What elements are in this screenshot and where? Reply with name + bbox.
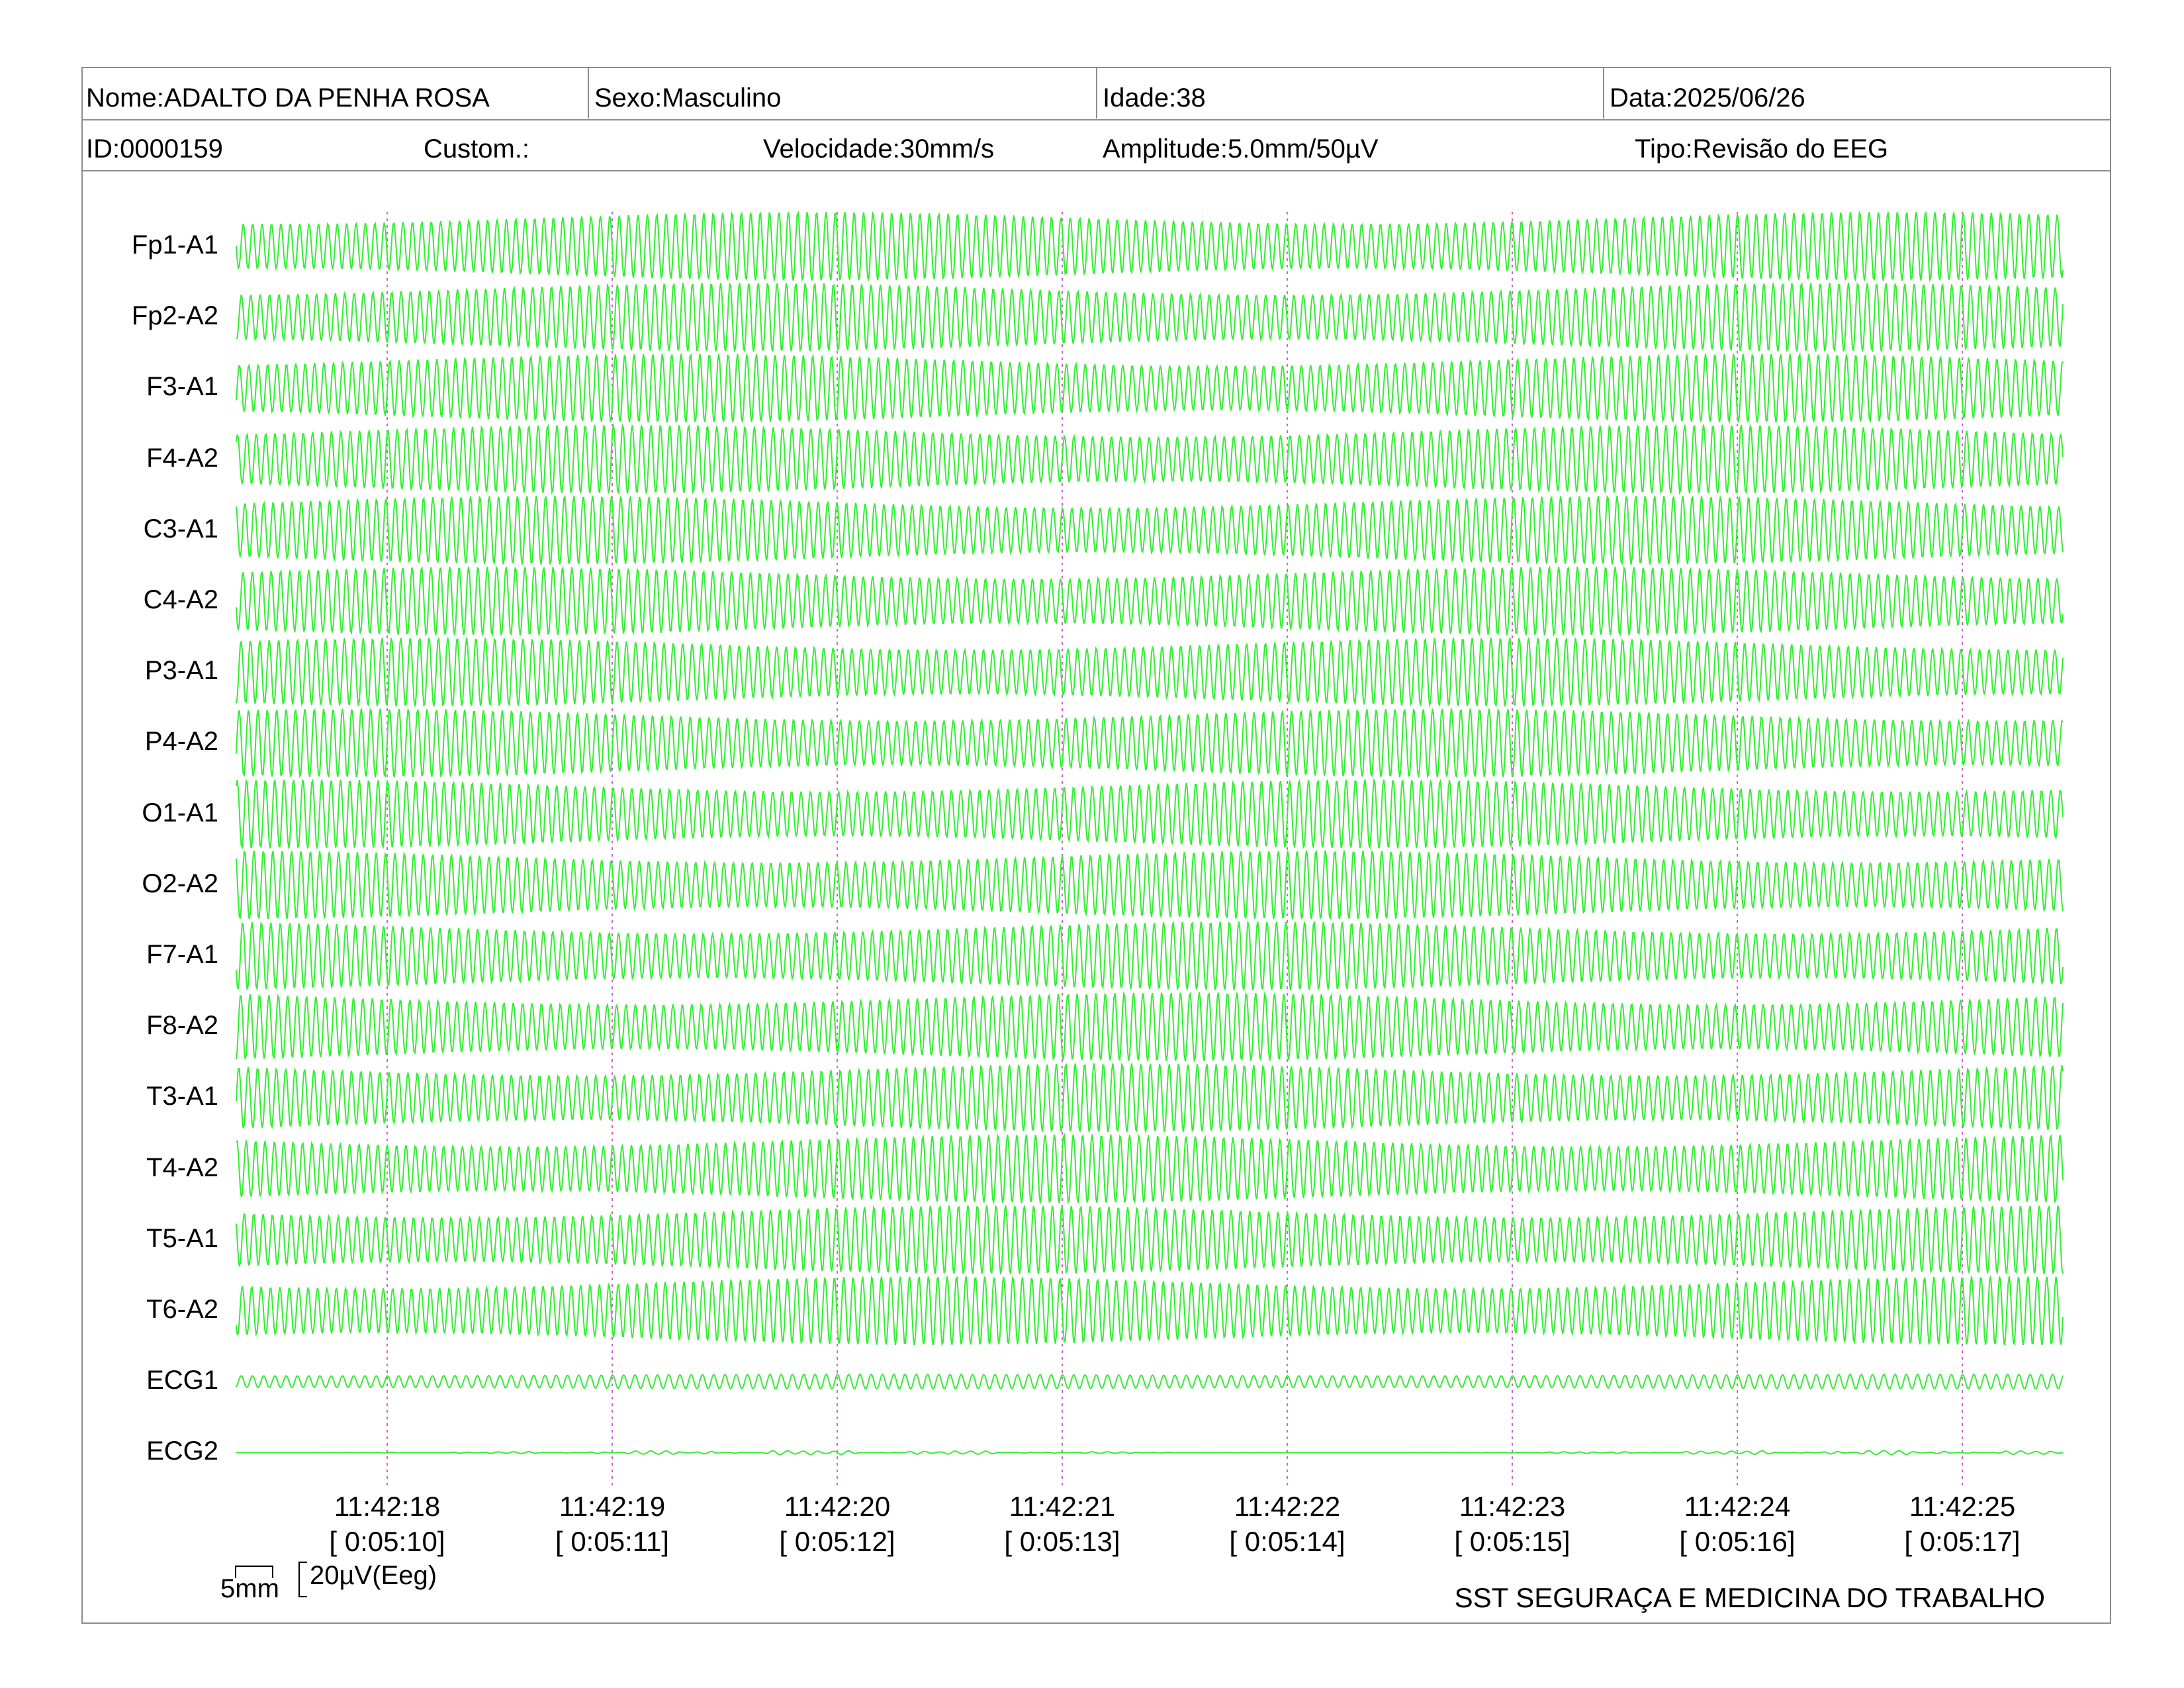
elapsed-time-label: [ 0:05:11]	[555, 1525, 670, 1557]
channel-trace	[236, 1275, 2064, 1346]
elapsed-time-label: [ 0:05:12]	[779, 1525, 895, 1557]
channel-trace	[236, 849, 2064, 920]
time-mark: 11:42:18[ 0:05:10]	[301, 1489, 473, 1559]
channel-label: F3-A1	[146, 372, 218, 402]
header-cell-divider	[1603, 67, 1604, 118]
time-mark: 11:42:21[ 0:05:13]	[976, 1489, 1148, 1559]
channel-trace	[236, 210, 2064, 283]
time-scale-label: 5mm	[220, 1574, 279, 1603]
elapsed-time-label: [ 0:05:13]	[1004, 1525, 1120, 1557]
amplitude-setting: Amplitude:5.0mm/50µV	[1103, 134, 1379, 164]
channel-label: F7-A1	[146, 940, 218, 969]
channel-label: C4-A2	[143, 585, 218, 614]
time-mark: 11:42:19[ 0:05:11]	[526, 1489, 698, 1559]
amplitude-scale-label: 20µV(Eeg)	[310, 1561, 437, 1590]
clock-time-label: 11:42:25	[1909, 1491, 2016, 1522]
clock-time-label: 11:42:21	[1009, 1491, 1116, 1522]
channel-trace	[236, 991, 2064, 1063]
time-mark: 11:42:24[ 0:05:16]	[1651, 1489, 1823, 1559]
channel-trace	[236, 1373, 2064, 1390]
channel-label: T6-A2	[146, 1295, 218, 1324]
header-divider	[81, 119, 2111, 120]
channel-label: Fp2-A2	[131, 301, 218, 331]
channel-label: F8-A2	[146, 1011, 218, 1041]
channel-label: ECG2	[146, 1436, 218, 1466]
elapsed-time-label: [ 0:05:17]	[1904, 1525, 2021, 1557]
channel-trace	[236, 1204, 2064, 1276]
channel-trace	[236, 778, 2064, 850]
channel-trace	[236, 423, 2064, 495]
time-mark: 11:42:23[ 0:05:15]	[1426, 1489, 1598, 1559]
elapsed-time-label: [ 0:05:14]	[1229, 1525, 1345, 1557]
channel-label: P3-A1	[144, 656, 218, 686]
patient-sex: Sexo:Masculino	[594, 83, 782, 113]
channel-label: C3-A1	[143, 514, 218, 543]
header-divider	[81, 170, 2111, 171]
channel-trace	[236, 1450, 2064, 1456]
time-mark: 11:42:22[ 0:05:14]	[1201, 1489, 1373, 1559]
clock-time-label: 11:42:24	[1684, 1491, 1791, 1522]
record-date: Data:2025/06/26	[1610, 83, 1805, 113]
channel-label: T4-A2	[146, 1152, 218, 1182]
channel-label: P4-A2	[144, 727, 218, 757]
clock-time-label: 11:42:20	[784, 1491, 891, 1522]
channel-label: F4-A2	[146, 443, 218, 473]
custom-field: Custom.:	[424, 134, 530, 164]
channel-label: Fp1-A1	[131, 230, 218, 259]
channel-label: ECG1	[146, 1366, 218, 1395]
channel-trace	[236, 1062, 2064, 1133]
speed-setting: Velocidade:30mm/s	[763, 134, 995, 164]
patient-id: ID:0000159	[86, 134, 223, 164]
patient-age: Idade:38	[1103, 83, 1206, 113]
record-type: Tipo:Revisão do EEG	[1635, 134, 1889, 164]
channel-trace	[236, 494, 2064, 566]
clock-time-label: 11:42:19	[559, 1491, 666, 1522]
channel-trace	[236, 565, 2064, 637]
clock-time-label: 11:42:23	[1459, 1491, 1566, 1522]
channel-label: O2-A2	[142, 868, 218, 898]
channel-trace	[236, 636, 2064, 708]
elapsed-time-label: [ 0:05:10]	[329, 1525, 445, 1557]
elapsed-time-label: [ 0:05:15]	[1454, 1525, 1570, 1557]
channel-label: T5-A1	[146, 1223, 218, 1253]
time-mark: 11:42:20[ 0:05:12]	[751, 1489, 923, 1559]
patient-name: Nome:ADALTO DA PENHA ROSA	[86, 83, 490, 113]
time-mark: 11:42:25[ 0:05:17]	[1876, 1489, 2048, 1559]
channel-trace	[236, 1133, 2064, 1205]
channel-label: O1-A1	[142, 798, 218, 827]
elapsed-time-label: [ 0:05:16]	[1679, 1525, 1796, 1557]
header-cell-divider	[1096, 67, 1097, 118]
header-cell-divider	[588, 67, 589, 118]
clinic-footer: SST SEGURAÇA E MEDICINA DO TRABALHO	[1454, 1582, 2045, 1613]
channel-trace	[236, 707, 2064, 778]
clock-time-label: 11:42:18	[334, 1491, 441, 1522]
channel-trace	[236, 920, 2064, 992]
channel-trace	[236, 352, 2064, 424]
channel-label: T3-A1	[146, 1082, 218, 1111]
channel-trace	[236, 282, 2064, 353]
clock-time-label: 11:42:22	[1234, 1491, 1341, 1522]
